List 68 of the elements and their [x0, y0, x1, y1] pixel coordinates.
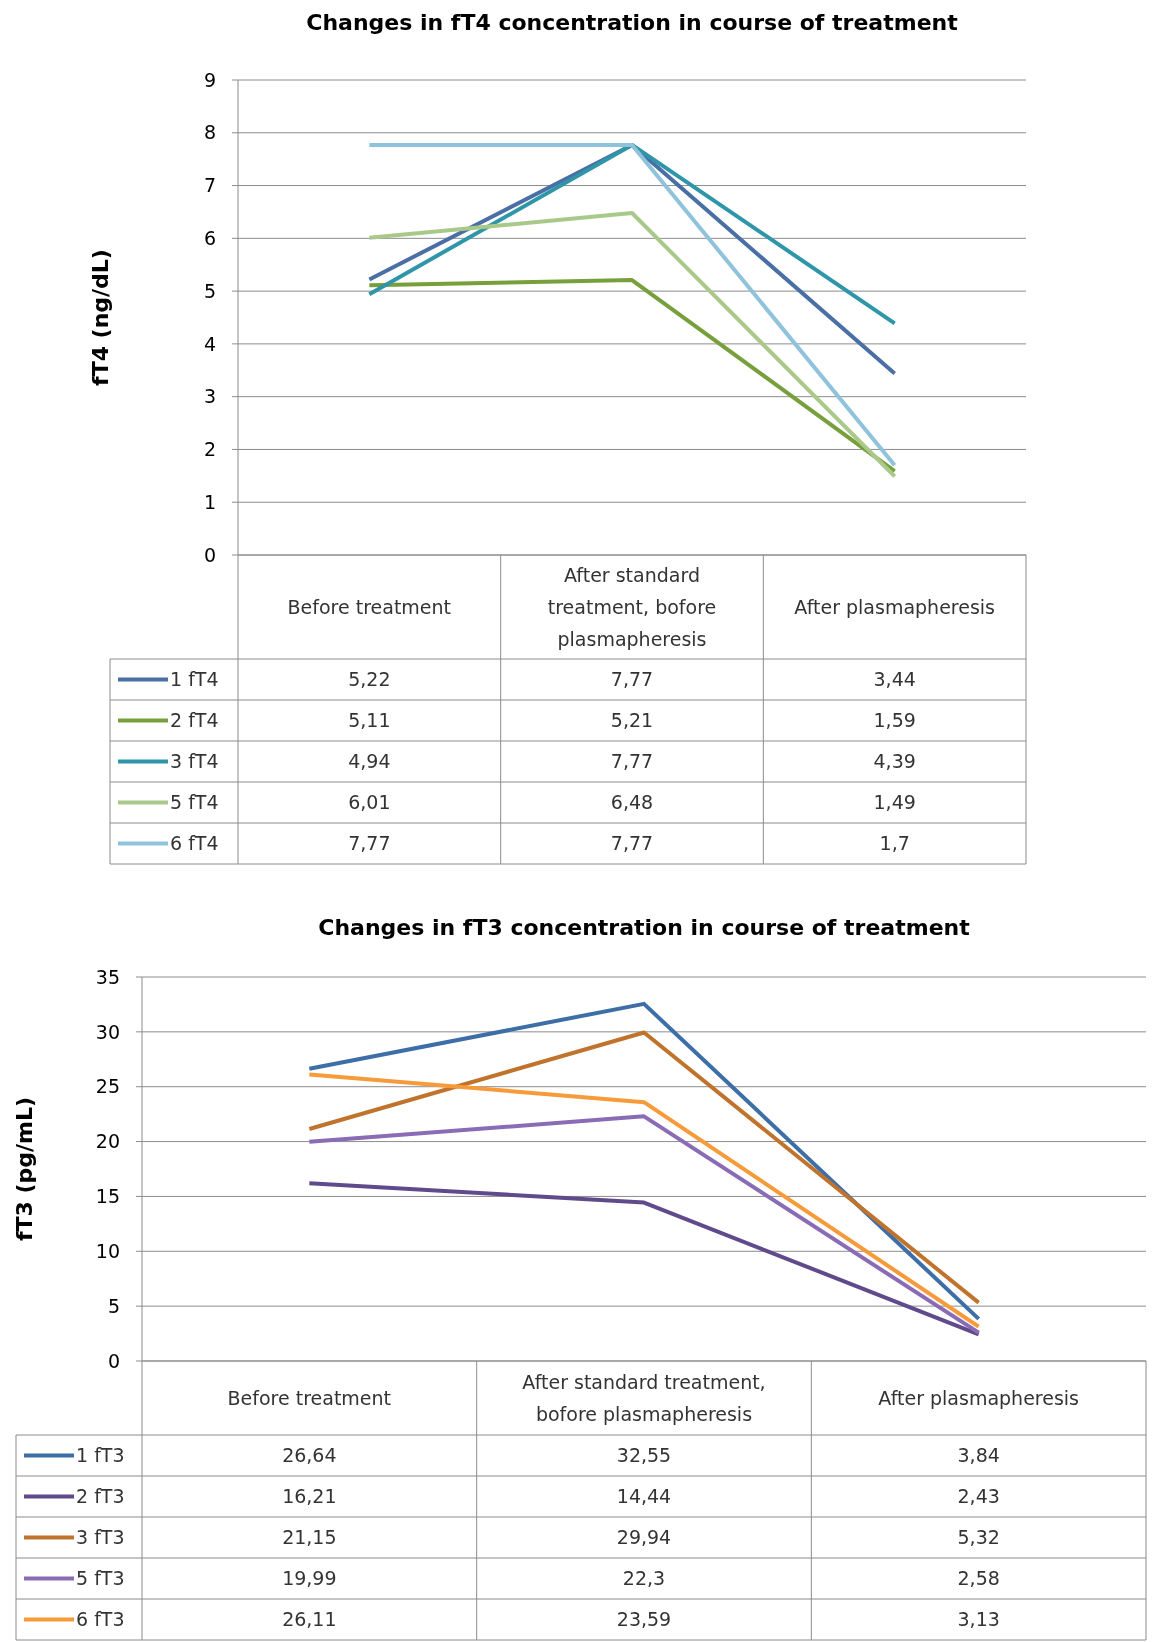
y-tick-label: 4	[203, 332, 216, 355]
y-axis-title: fT3 (pg/mL)	[12, 1096, 37, 1242]
legend-label: 3 fT4	[170, 750, 219, 773]
x-tick-label: Before treatment	[287, 595, 452, 618]
y-axis-title: fT4 (ng/dL)	[88, 249, 113, 386]
legend-label: 5 fT4	[170, 791, 219, 814]
data-label: 19,99	[282, 1567, 337, 1590]
y-tick-label: 1	[203, 490, 216, 513]
data-label: 5,11	[348, 709, 391, 732]
legend-label: 2 fT3	[76, 1485, 125, 1508]
y-tick-label: 2	[203, 438, 216, 461]
data-label: 6,48	[610, 791, 654, 814]
x-tick-label: After plasmapheresis	[878, 1386, 1079, 1409]
data-label: 1,49	[873, 791, 916, 814]
data-label: 3,84	[957, 1444, 1000, 1467]
y-tick-label: 5	[107, 1294, 120, 1317]
y-tick-label: 10	[95, 1239, 120, 1262]
y-tick-label: 20	[95, 1130, 120, 1153]
data-label: 5,22	[348, 668, 391, 691]
data-label: 7,77	[610, 668, 654, 691]
data-label: 22,3	[622, 1567, 666, 1590]
data-label: 29,94	[616, 1526, 672, 1549]
data-label: 5,21	[610, 709, 654, 732]
y-tick-label: 30	[95, 1020, 120, 1043]
data-label: 4,39	[873, 750, 916, 773]
y-tick-label: 0	[203, 543, 216, 566]
y-tick-label: 15	[95, 1185, 120, 1208]
y-tick-label: 7	[203, 174, 216, 197]
data-label: 6,01	[348, 791, 391, 814]
chart-title: Changes in fT3 concentration in course of treatment	[318, 915, 971, 940]
data-label: 1,59	[873, 709, 916, 732]
y-tick-label: 0	[107, 1349, 120, 1372]
x-tick-label: After plasmapheresis	[794, 595, 995, 618]
legend-label: 3 fT3	[76, 1526, 125, 1549]
legend-label: 2 fT4	[170, 709, 219, 732]
y-tick-label: 25	[95, 1075, 120, 1098]
data-label: 7,77	[610, 832, 654, 855]
data-label: 23,59	[616, 1608, 672, 1631]
data-label: 14,44	[616, 1485, 672, 1508]
data-label: 5,32	[957, 1526, 1000, 1549]
data-label: 4,94	[348, 750, 391, 773]
chart-title: Changes in fT4 concentration in course of treatment	[306, 10, 959, 35]
data-label: 1,7	[879, 832, 910, 855]
data-label: 2,43	[957, 1485, 1000, 1508]
y-tick-label: 8	[203, 121, 216, 144]
legend-label: 6 fT3	[76, 1608, 125, 1631]
x-tick-label: After standard treatment, bofore plasmapheresis	[522, 1370, 766, 1425]
y-tick-label: 6	[203, 226, 216, 249]
legend-label: 1 fT3	[76, 1444, 125, 1467]
x-tick-label: After standard treatment, bofore plasmapheresis	[547, 563, 717, 650]
data-label: 7,77	[348, 832, 391, 855]
data-label: 16,21	[282, 1485, 337, 1508]
legend-label: 1 fT4	[170, 668, 219, 691]
legend-label: 5 fT3	[76, 1567, 125, 1590]
data-label: 26,11	[282, 1608, 337, 1631]
y-tick-label: 5	[203, 279, 216, 302]
data-label: 3,13	[957, 1608, 1000, 1631]
y-tick-label: 3	[203, 385, 216, 408]
data-label: 21,15	[282, 1526, 337, 1549]
y-tick-label: 35	[95, 965, 120, 988]
data-label: 3,44	[873, 668, 916, 691]
legend-label: 6 fT4	[170, 832, 219, 855]
y-tick-label: 9	[203, 68, 216, 91]
x-tick-label: Before treatment	[227, 1386, 392, 1409]
data-label: 2,58	[957, 1567, 1000, 1590]
data-label: 26,64	[282, 1444, 337, 1467]
data-label: 32,55	[616, 1444, 672, 1467]
data-label: 7,77	[610, 750, 654, 773]
